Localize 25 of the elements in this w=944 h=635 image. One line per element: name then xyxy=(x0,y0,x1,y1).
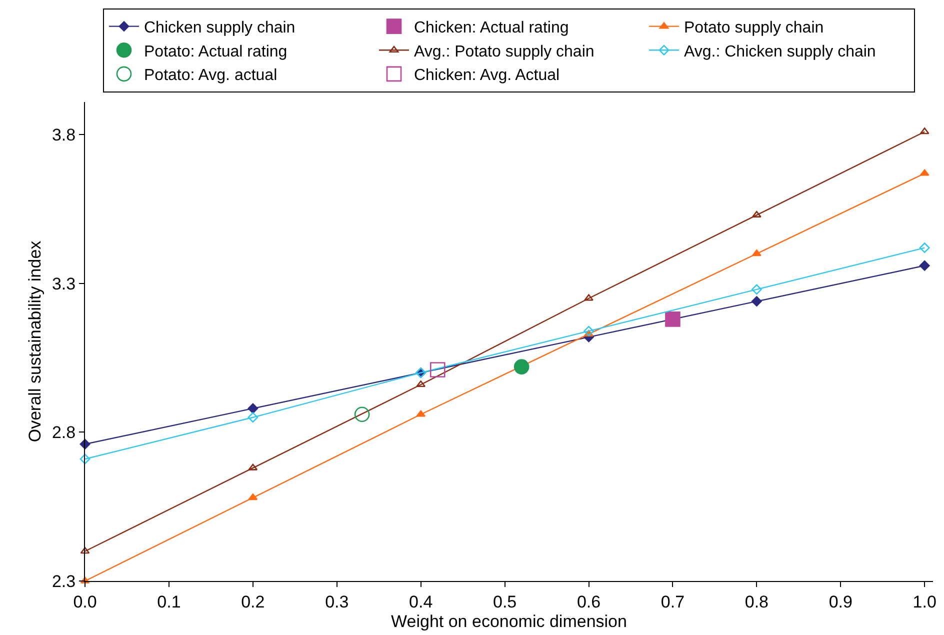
legend-label: Chicken: Avg. Actual xyxy=(414,67,560,84)
x-tick-label: 0.8 xyxy=(744,592,768,612)
x-tick-label: 0.6 xyxy=(576,592,601,612)
legend-label: Chicken supply chain xyxy=(144,20,296,37)
legend-label: Avg.: Potato supply chain xyxy=(414,43,594,60)
legend-label: Avg.: Chicken supply chain xyxy=(684,43,876,60)
y-tick-label: 3.8 xyxy=(52,126,76,145)
y-tick-label: 2.3 xyxy=(52,572,76,591)
legend-label: Potato: Avg. actual xyxy=(144,67,278,84)
x-tick-label: 0.5 xyxy=(492,592,517,612)
x-tick-label: 0.0 xyxy=(73,592,97,612)
legend-label: Potato: Actual rating xyxy=(144,43,288,60)
x-axis-title: Weight on economic dimension xyxy=(391,612,627,631)
x-tick-label: 0.7 xyxy=(660,592,685,612)
legend-label: Chicken: Actual rating xyxy=(414,20,569,37)
y-axis-title: Overall sustainability index xyxy=(26,240,45,442)
x-tick-label: 0.4 xyxy=(409,592,433,612)
x-tick-label: 0.1 xyxy=(157,592,181,612)
x-tick-label: 1.0 xyxy=(912,592,936,612)
x-tick-label: 0.2 xyxy=(241,592,265,612)
y-tick-label: 3.3 xyxy=(52,274,76,294)
x-tick-label: 0.3 xyxy=(325,592,349,612)
x-tick-label: 0.9 xyxy=(828,592,852,612)
legend-label: Potato supply chain xyxy=(684,20,824,37)
y-tick-label: 2.8 xyxy=(52,423,76,442)
